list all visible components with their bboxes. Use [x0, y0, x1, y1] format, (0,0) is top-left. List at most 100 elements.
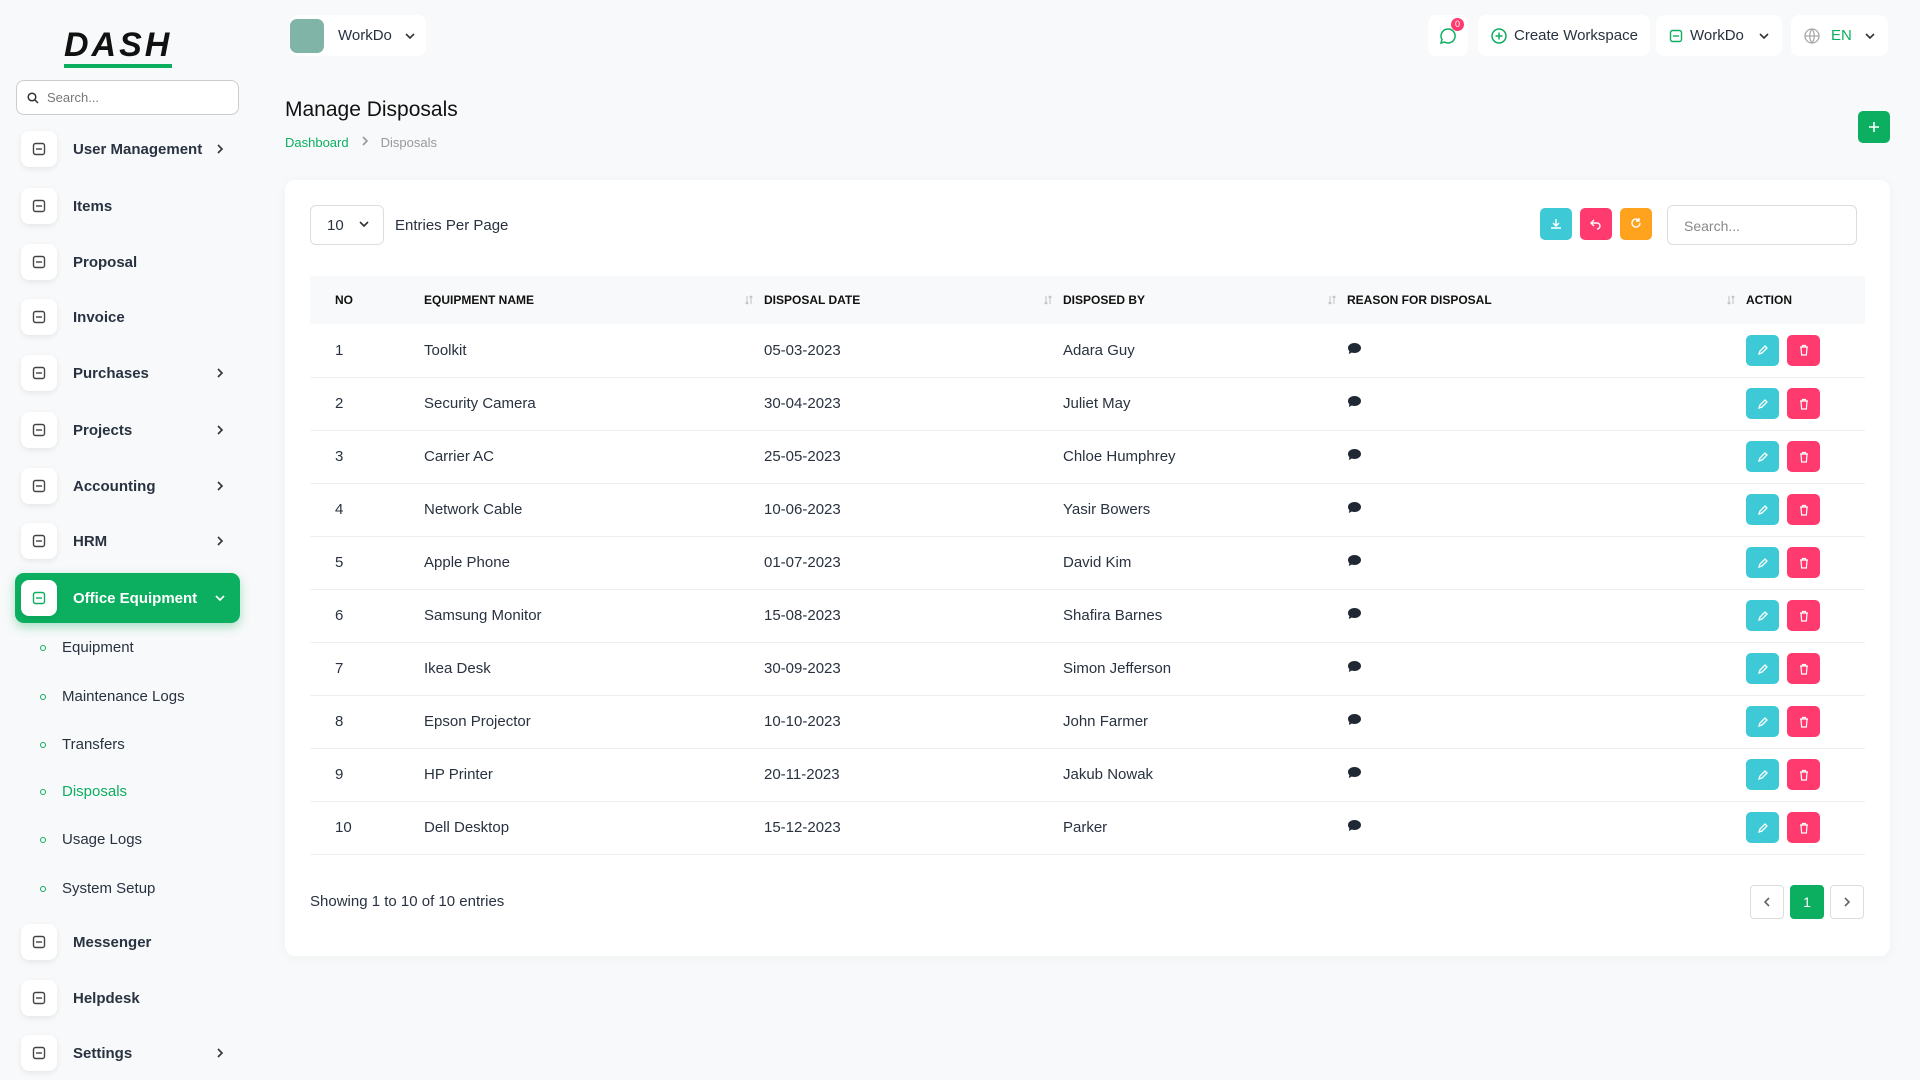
menu-item[interactable]: User Management: [15, 124, 240, 174]
menu-icon: [21, 523, 57, 559]
refresh-button[interactable]: [1620, 208, 1652, 240]
current-page[interactable]: 1: [1790, 885, 1824, 919]
cell: 25-05-2023: [763, 430, 1062, 484]
next-page[interactable]: [1830, 885, 1864, 919]
submenu-item[interactable]: Maintenance Logs: [40, 688, 185, 705]
icon: [1668, 28, 1684, 44]
reason-cell[interactable]: [1346, 695, 1745, 749]
delete-button[interactable]: [1787, 653, 1820, 684]
icon: [1347, 819, 1362, 832]
reason-cell[interactable]: [1346, 483, 1745, 537]
icon: [1347, 713, 1362, 726]
icon: [1347, 660, 1362, 673]
create-workspace[interactable]: Create Workspace: [1478, 15, 1650, 56]
bullet: [40, 836, 46, 843]
submenu-item[interactable]: System Setup: [40, 880, 155, 897]
language-menu[interactable]: EN: [1791, 15, 1888, 56]
reason-cell[interactable]: [1346, 589, 1745, 643]
menu-item[interactable]: Purchases: [15, 348, 240, 398]
export-button[interactable]: [1540, 208, 1572, 240]
reason-cell[interactable]: [1346, 801, 1745, 855]
delete-button[interactable]: [1787, 441, 1820, 472]
menu-label: Proposal: [73, 253, 138, 271]
reason-cell[interactable]: [1346, 430, 1745, 484]
cell: David Kim: [1062, 536, 1346, 590]
menu-chevron: [214, 366, 226, 383]
icon: [31, 533, 47, 549]
menu-item[interactable]: Invoice: [15, 292, 240, 342]
icon: [1439, 27, 1457, 45]
column-header[interactable]: DISPOSAL DATE: [763, 276, 1062, 324]
delete-button[interactable]: [1787, 600, 1820, 631]
breadcrumb-current: Disposals: [380, 135, 437, 150]
delete-button[interactable]: [1787, 547, 1820, 578]
prev-page[interactable]: [1750, 885, 1784, 919]
language: EN: [1831, 27, 1852, 44]
edit-button[interactable]: [1746, 494, 1779, 525]
icon: [1347, 501, 1362, 514]
cell: Network Cable: [423, 483, 763, 537]
submenu-item[interactable]: Equipment: [40, 639, 134, 656]
reset-button[interactable]: [1580, 208, 1612, 240]
cell: Simon Jefferson: [1062, 642, 1346, 696]
submenu-item[interactable]: Transfers: [40, 736, 125, 753]
notifications[interactable]: 0: [1428, 15, 1468, 56]
user-menu[interactable]: WorkDo: [1656, 15, 1782, 56]
table-row: 2 Security Camera 30-04-2023 Juliet May: [310, 377, 1865, 431]
breadcrumb-link[interactable]: Dashboard: [285, 135, 349, 150]
cell: 15-08-2023: [763, 589, 1062, 643]
menu-item[interactable]: Messenger: [15, 917, 240, 967]
column-header: NO: [310, 276, 423, 324]
action-cell: [1745, 483, 1865, 537]
cell: Yasir Bowers: [1062, 483, 1346, 537]
submenu-item[interactable]: Usage Logs: [40, 831, 142, 848]
menu-item[interactable]: Accounting: [15, 461, 240, 511]
delete-button[interactable]: [1787, 812, 1820, 843]
add-button[interactable]: [1858, 111, 1890, 143]
table-row: 1 Toolkit 05-03-2023 Adara Guy: [310, 324, 1865, 378]
sidebar-search[interactable]: Search...: [16, 80, 239, 115]
menu-item[interactable]: Items: [15, 181, 240, 231]
column-header[interactable]: EQUIPMENT NAME: [423, 276, 763, 324]
menu-item[interactable]: Settings: [15, 1028, 240, 1078]
edit-button[interactable]: [1746, 653, 1779, 684]
reason-cell[interactable]: [1346, 377, 1745, 431]
reason-cell[interactable]: [1346, 536, 1745, 590]
edit-button[interactable]: [1746, 334, 1779, 366]
delete-button[interactable]: [1787, 759, 1820, 790]
delete-button[interactable]: [1787, 388, 1820, 419]
reason-cell[interactable]: [1346, 324, 1745, 378]
edit-button[interactable]: [1746, 759, 1779, 790]
submenu-label: System Setup: [62, 880, 156, 897]
icon: [1864, 30, 1876, 42]
edit-button[interactable]: [1746, 547, 1779, 578]
menu-item[interactable]: HRM: [15, 516, 240, 566]
column-header[interactable]: DISPOSED BY: [1062, 276, 1346, 324]
submenu-item[interactable]: Disposals: [40, 783, 127, 800]
workspace-selector[interactable]: WorkDo: [290, 15, 426, 56]
per-page-label: Entries Per Page: [395, 217, 509, 234]
menu-item[interactable]: Projects: [15, 405, 240, 455]
delete-button[interactable]: [1787, 706, 1820, 737]
edit-button[interactable]: [1746, 812, 1779, 843]
menu-icon: [21, 1035, 57, 1071]
edit-button[interactable]: [1746, 388, 1779, 419]
menu-chevron: [214, 534, 226, 551]
edit-button[interactable]: [1746, 706, 1779, 737]
menu-label: Projects: [73, 421, 133, 439]
icon: [358, 218, 370, 230]
reason-cell[interactable]: [1346, 642, 1745, 696]
delete-button[interactable]: [1787, 494, 1820, 525]
menu-item[interactable]: Office Equipment: [15, 573, 240, 623]
table-search[interactable]: Search...: [1667, 205, 1857, 245]
edit-button[interactable]: [1746, 600, 1779, 631]
delete-button[interactable]: [1787, 334, 1820, 366]
cell: 3: [310, 430, 423, 484]
reason-cell[interactable]: [1346, 748, 1745, 802]
menu-item[interactable]: Helpdesk: [15, 973, 240, 1023]
column-header[interactable]: REASON FOR DISPOSAL: [1346, 276, 1745, 324]
edit-button[interactable]: [1746, 441, 1779, 472]
table-row: 8 Epson Projector 10-10-2023 John Farmer: [310, 695, 1865, 749]
menu-item[interactable]: Proposal: [15, 237, 240, 287]
per-page-select[interactable]: 10: [310, 205, 384, 245]
